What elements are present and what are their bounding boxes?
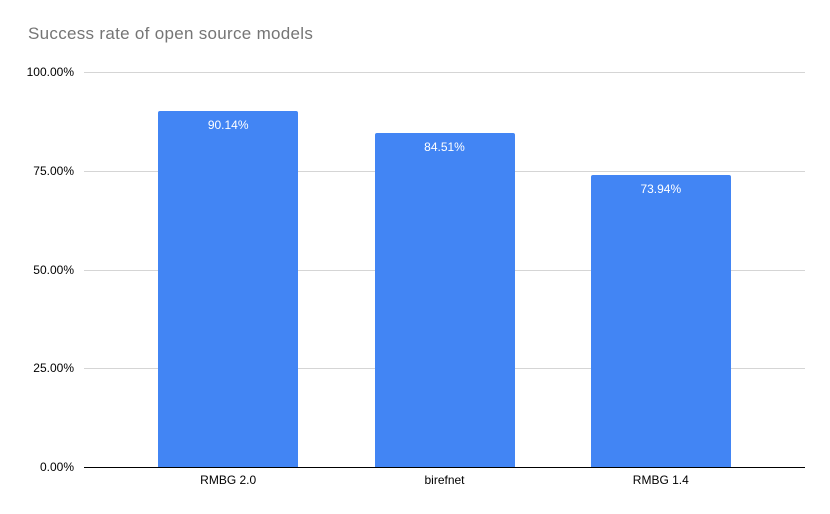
x-tick-label: RMBG 2.0 <box>200 473 257 487</box>
y-tick-label: 100.00% <box>26 65 74 79</box>
bar-rmbg-1-4: 73.94% <box>590 174 731 467</box>
y-tick-label: 25.00% <box>33 361 74 376</box>
y-tick-label: 75.00% <box>33 163 74 178</box>
plot-area: 90.14% 84.51% 73.94% <box>84 72 805 468</box>
y-tick-label: 0.00% <box>39 460 74 474</box>
x-tick-label: birefnet <box>424 473 465 487</box>
gridline-100 <box>84 72 805 73</box>
y-tick-label: 50.00% <box>33 262 74 277</box>
bar-value-label: 90.14% <box>207 117 249 132</box>
bar-birefnet: 84.51% <box>374 133 515 467</box>
chart-title: Success rate of open source models <box>28 24 314 43</box>
bar-rmbg-2-0: 90.14% <box>158 110 299 467</box>
bar-value-label: 73.94% <box>640 181 682 196</box>
bar-value-label: 84.51% <box>424 140 465 155</box>
x-tick-label: RMBG 1.4 <box>632 473 689 487</box>
